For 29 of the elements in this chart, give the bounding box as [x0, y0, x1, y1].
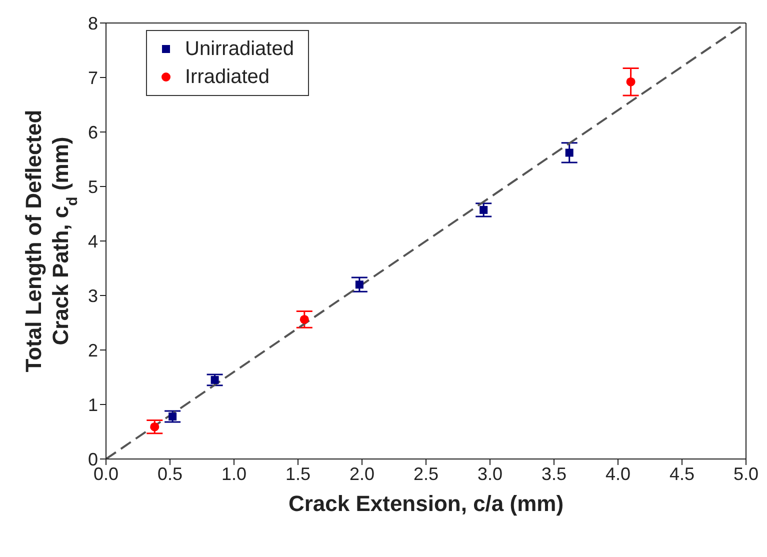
point [565, 148, 574, 157]
y-tick-label: 1 [88, 394, 98, 415]
point [626, 77, 636, 86]
y-tick-label: 2 [88, 340, 98, 360]
legend-label: Unirradiated [185, 37, 294, 62]
x-tick-label: 5.0 [733, 464, 759, 484]
point [150, 422, 160, 432]
x-tick-label: 2.0 [349, 464, 375, 484]
x-tick-label: 3.5 [541, 464, 567, 484]
y-tick-label: 6 [88, 122, 98, 142]
x-tick-label: 3.0 [477, 464, 503, 484]
x-tick-label: 4.5 [669, 464, 695, 484]
y-tick-label: 3 [88, 286, 98, 306]
x-tick-label: 4.0 [605, 464, 631, 484]
y-tick-label: 8 [88, 13, 98, 34]
x-axis-title: Crack Extension, c/a (mm) [288, 491, 564, 516]
point [300, 314, 309, 324]
x-tick-label: 1.0 [221, 464, 247, 484]
x-tick-label: 0.5 [157, 464, 183, 484]
y-tick-label: 5 [88, 176, 98, 197]
point [168, 412, 177, 420]
y-tick-label: 7 [88, 68, 98, 88]
point [355, 280, 364, 289]
y-tick-label: 4 [88, 231, 98, 252]
point [210, 376, 219, 384]
x-tick-label: 1.5 [285, 464, 311, 484]
x-tick-label: 2.5 [413, 464, 439, 484]
point [480, 206, 488, 214]
legend-label: Irradiated [185, 65, 270, 90]
